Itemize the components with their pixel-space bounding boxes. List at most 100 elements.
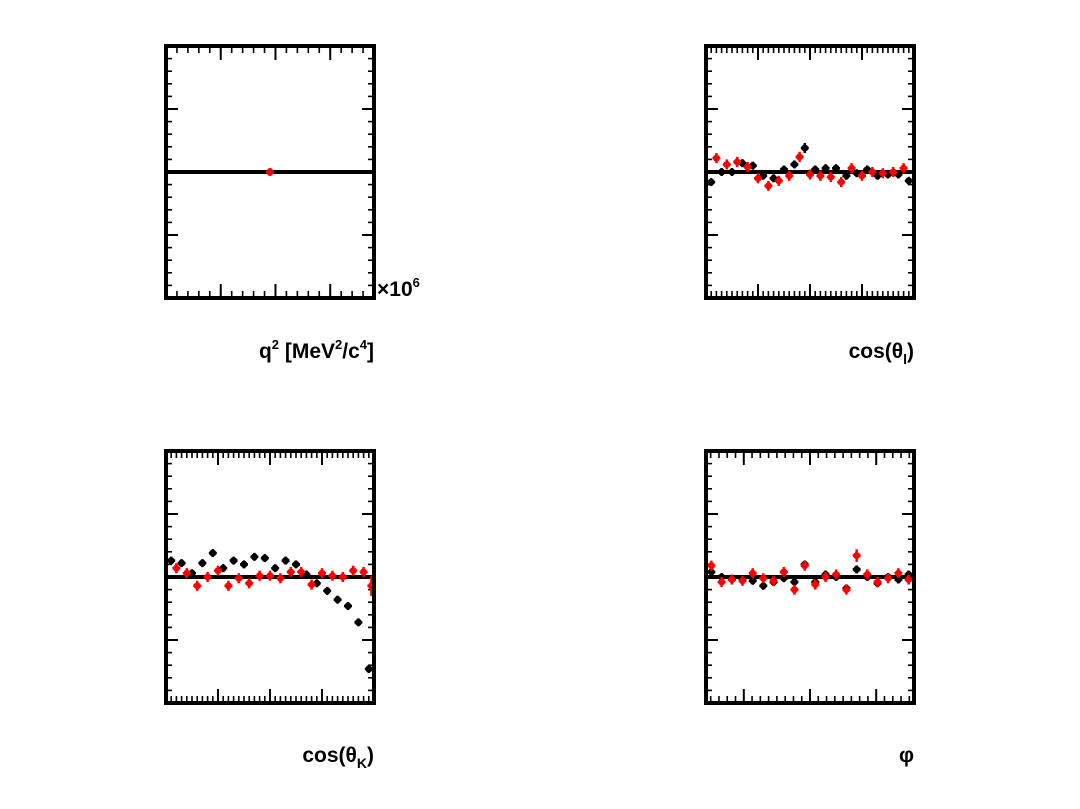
marker (832, 570, 840, 578)
marker (712, 154, 720, 162)
data-point-black (748, 576, 757, 585)
marker (827, 173, 835, 181)
data-point-red (899, 163, 908, 174)
marker (365, 665, 373, 673)
x-axis-title: φ (899, 744, 914, 767)
data-point-black (832, 164, 840, 173)
data-point-red (832, 569, 841, 580)
data-point-red (754, 173, 762, 184)
data-point-red (889, 166, 898, 178)
data-point-red (245, 578, 254, 589)
marker (334, 596, 342, 604)
marker (759, 582, 767, 590)
marker (796, 153, 804, 161)
marker (894, 576, 902, 584)
data-point-red (816, 170, 825, 181)
marker (744, 163, 752, 171)
marker (853, 552, 861, 560)
marker (790, 578, 798, 586)
marker (858, 172, 866, 180)
marker (204, 573, 212, 581)
data-point-black (167, 556, 176, 565)
marker (276, 574, 284, 582)
marker (816, 172, 824, 180)
data-point-black (364, 664, 373, 673)
marker (801, 144, 809, 152)
data-point-red (224, 580, 233, 591)
data-point-red (826, 172, 835, 183)
marker (292, 560, 300, 568)
data-point-black (852, 565, 861, 574)
marker (344, 602, 352, 610)
data-point-red (795, 151, 804, 162)
data-point-red (821, 571, 830, 583)
data-point-black (904, 176, 913, 185)
data-point-red (307, 579, 316, 590)
data-point-black (323, 586, 332, 595)
data-point-red (806, 169, 814, 180)
data-point-red (774, 175, 783, 186)
data-point-red (172, 563, 181, 574)
marker (172, 564, 180, 572)
marker (297, 568, 305, 576)
marker (282, 557, 290, 565)
x-axis-title: cos(θK) (302, 744, 374, 771)
marker (863, 570, 871, 578)
data-point-red (868, 166, 877, 178)
marker (842, 172, 850, 180)
data-point-black (281, 556, 290, 565)
marker (900, 164, 908, 172)
data-point-black (728, 168, 736, 176)
marker (894, 569, 902, 577)
data-point-red (842, 584, 851, 595)
data-point-red (852, 549, 861, 562)
marker (707, 568, 715, 576)
data-point-black (821, 164, 830, 173)
data-point-red (785, 170, 794, 181)
data-point-black (240, 560, 248, 569)
marker (738, 577, 746, 585)
marker (266, 168, 274, 176)
data-point-red (182, 568, 191, 579)
data-point-red (779, 566, 788, 577)
data-point-red (769, 575, 778, 586)
data-point-red (847, 163, 856, 174)
marker (230, 557, 238, 565)
data-point-red (837, 177, 846, 188)
chart-panel-4: φ (704, 449, 916, 767)
data-point-red (764, 180, 773, 191)
data-point-black (208, 549, 217, 558)
marker (261, 554, 269, 562)
plot-frame (704, 44, 916, 300)
marker (728, 576, 736, 584)
marker (806, 171, 814, 179)
data-point-black (292, 560, 300, 569)
marker (240, 560, 248, 568)
data-point-red (748, 568, 757, 579)
x-axis-title: cos(θl) (849, 340, 914, 367)
marker (749, 569, 757, 577)
marker (811, 581, 819, 589)
data-point-red (276, 573, 285, 584)
data-point-black (333, 595, 342, 604)
marker (198, 559, 206, 567)
data-point-black (177, 559, 186, 568)
data-point-red (863, 569, 872, 580)
marker (287, 568, 295, 576)
marker (822, 164, 830, 172)
data-point-red (738, 575, 747, 586)
data-point-black (800, 143, 809, 154)
marker (214, 567, 222, 575)
data-point-red (759, 573, 768, 584)
marker (250, 553, 258, 561)
marker (780, 574, 788, 582)
marker (905, 177, 913, 185)
marker (874, 578, 882, 586)
data-point-black (250, 552, 259, 561)
marker (733, 158, 741, 166)
data-point-black (354, 618, 363, 627)
data-point-red (884, 573, 893, 584)
marker (811, 165, 819, 173)
data-point-red (790, 584, 799, 595)
data-point-black (717, 168, 726, 176)
